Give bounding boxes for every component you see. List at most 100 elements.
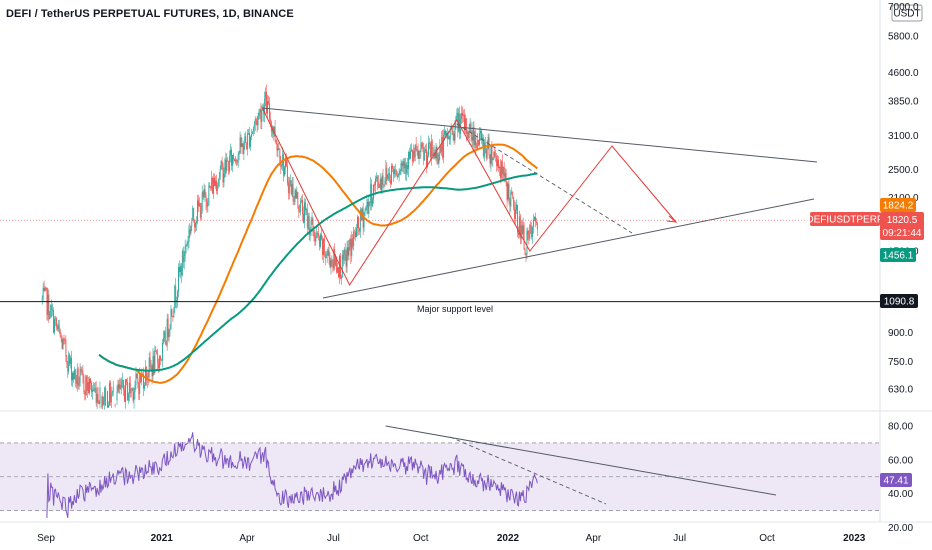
candle-body bbox=[471, 136, 473, 141]
candle-body bbox=[156, 350, 158, 355]
candle-body bbox=[475, 136, 477, 148]
candle-body bbox=[167, 318, 169, 338]
rsi-badge-bg bbox=[880, 473, 912, 487]
candle-body bbox=[317, 232, 319, 234]
candle-body bbox=[132, 388, 134, 401]
candle-body bbox=[196, 221, 197, 223]
candle-body bbox=[105, 387, 107, 406]
candle-body bbox=[98, 401, 100, 404]
candle-body bbox=[207, 205, 209, 207]
candle-body bbox=[349, 239, 351, 247]
candle-body bbox=[319, 237, 321, 247]
candle-body bbox=[518, 216, 520, 235]
candle-body bbox=[225, 159, 227, 171]
price-tick-label: 630.0 bbox=[888, 385, 913, 396]
candle-body bbox=[72, 372, 73, 381]
candle-body bbox=[393, 169, 395, 175]
candle-body bbox=[404, 163, 406, 169]
candle-body bbox=[452, 133, 454, 135]
candle-body bbox=[184, 246, 186, 257]
candle-body bbox=[228, 160, 230, 172]
candle-body bbox=[58, 324, 60, 331]
candle-body bbox=[231, 149, 232, 166]
candle-body bbox=[88, 382, 90, 393]
candle-body bbox=[496, 156, 498, 167]
candle-body bbox=[331, 259, 333, 261]
candle-body bbox=[268, 101, 269, 104]
candle-body bbox=[446, 132, 448, 139]
candle-body bbox=[514, 207, 516, 220]
candle-body bbox=[376, 176, 378, 182]
candle-body bbox=[127, 394, 129, 401]
candle-body bbox=[451, 129, 453, 135]
candle-body bbox=[253, 124, 255, 129]
candle-body bbox=[364, 209, 366, 213]
candle-body bbox=[63, 339, 65, 341]
candle-body bbox=[161, 343, 163, 361]
candle-body bbox=[61, 338, 63, 349]
candle-body bbox=[337, 267, 339, 273]
candle-body bbox=[489, 154, 491, 164]
candle-body bbox=[374, 184, 375, 186]
candle-body bbox=[193, 207, 195, 221]
candle-body bbox=[287, 183, 289, 194]
candle-body bbox=[219, 168, 221, 178]
candle-body bbox=[508, 183, 510, 199]
candle-body bbox=[321, 239, 323, 256]
candle-body bbox=[513, 197, 515, 208]
candle-body bbox=[462, 113, 463, 116]
candle-body bbox=[449, 128, 451, 140]
candle-body bbox=[490, 146, 492, 164]
candle-body bbox=[111, 392, 113, 395]
candle-body bbox=[477, 139, 479, 149]
candle-body bbox=[187, 241, 189, 243]
candle-body bbox=[268, 103, 270, 119]
candle-body bbox=[534, 216, 536, 222]
candle-body bbox=[486, 147, 488, 158]
candle-body bbox=[137, 377, 139, 384]
candle-body bbox=[117, 383, 119, 392]
price-badges: 1824.2 DEFIUSDTPERP 1820.5 09:21:44 1456.1 10… bbox=[0, 198, 924, 487]
candle-body bbox=[353, 231, 355, 247]
candle-body bbox=[390, 180, 392, 184]
candle-body bbox=[346, 247, 348, 267]
last-price-box-bg bbox=[880, 212, 924, 240]
candle-body bbox=[323, 238, 325, 254]
candle-body bbox=[144, 367, 146, 386]
candle-body bbox=[118, 383, 120, 389]
moving-averages bbox=[98, 143, 538, 384]
candle-body bbox=[205, 194, 207, 202]
candle-body bbox=[410, 149, 412, 152]
candle-body bbox=[476, 147, 478, 149]
candle-body bbox=[419, 151, 421, 153]
ma-green-badge-bg bbox=[880, 248, 916, 262]
candle-body bbox=[290, 180, 292, 195]
candle-body bbox=[208, 185, 210, 206]
candle-body bbox=[286, 165, 288, 184]
candle-body bbox=[157, 354, 159, 364]
candle-body bbox=[507, 183, 509, 200]
candle-body bbox=[47, 294, 49, 315]
candle-body bbox=[310, 220, 312, 229]
candle-body bbox=[238, 152, 240, 155]
candle-body bbox=[314, 236, 316, 242]
time-label: Sep bbox=[37, 533, 55, 544]
candle-body bbox=[394, 169, 396, 171]
candle-body bbox=[286, 160, 287, 166]
candle-body bbox=[521, 225, 523, 234]
candle-body bbox=[428, 142, 429, 156]
candle-body bbox=[254, 119, 256, 125]
candle-body bbox=[418, 151, 420, 159]
candle-body bbox=[190, 225, 192, 234]
candle-body bbox=[139, 373, 141, 394]
candle-body bbox=[198, 202, 200, 207]
candle-body bbox=[318, 233, 320, 238]
candle-body bbox=[215, 180, 217, 192]
candle-body bbox=[442, 137, 444, 158]
candle-body bbox=[104, 387, 106, 402]
candle-body bbox=[303, 213, 304, 223]
symbol-badge: DEFIUSDTPERP bbox=[806, 215, 884, 226]
candle-body bbox=[217, 179, 219, 186]
candle-body bbox=[433, 152, 435, 155]
